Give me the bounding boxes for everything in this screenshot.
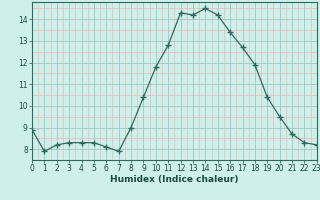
X-axis label: Humidex (Indice chaleur): Humidex (Indice chaleur) <box>110 175 239 184</box>
